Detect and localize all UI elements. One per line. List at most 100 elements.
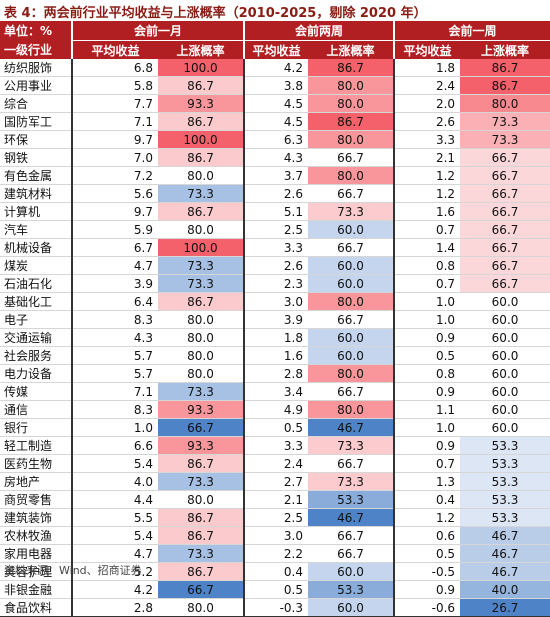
avg-return-cell: 0.6	[393, 526, 461, 545]
industry-name: 建筑装饰	[0, 508, 72, 527]
avg-return-cell: 4.3	[71, 328, 158, 347]
up-probability-cell: 60.0	[308, 256, 395, 275]
avg-return-cell: 0.7	[393, 454, 461, 473]
up-probability-cell: 66.7	[308, 454, 395, 473]
table-caption: 表 4：两会前行业平均收益与上涨概率（2010-2025，剔除 2020 年）	[4, 6, 427, 21]
avg-return-cell: 0.9	[393, 436, 461, 455]
avg-return-cell: 5.9	[71, 220, 158, 239]
industry-name: 美容护理	[0, 562, 72, 581]
avg-return-cell: 4.2	[243, 59, 309, 77]
industry-name: 非银金融	[0, 580, 72, 599]
up-probability-cell: 66.7	[308, 238, 395, 257]
avg-return-cell: 6.8	[71, 59, 158, 77]
avg-return-cell: 0.9	[393, 328, 461, 347]
up-probability-cell: 60.0	[308, 274, 395, 293]
avg-return-cell: 1.4	[393, 238, 461, 257]
avg-return-cell: 5.7	[71, 364, 158, 383]
up-probability-cell: 100.0	[158, 238, 245, 257]
avg-return-cell: 0.7	[393, 220, 461, 239]
up-probability-cell: 60.0	[460, 310, 550, 329]
avg-return-cell: 7.2	[71, 166, 158, 185]
up-probability-cell: 86.7	[460, 76, 550, 95]
avg-return-cell: 6.3	[243, 130, 309, 149]
table-row: 综合 7.7 93.3 4.5 80.0 2.0 80.0	[0, 94, 550, 113]
up-probability-cell: 93.3	[158, 436, 245, 455]
avg-return-cell: 5.5	[71, 508, 158, 527]
up-probability-cell: 60.0	[460, 382, 550, 401]
up-probability-cell: 60.0	[460, 328, 550, 347]
industry-name: 商贸零售	[0, 490, 72, 509]
industry-name: 电力设备	[0, 364, 72, 383]
up-probability-cell: 86.7	[308, 112, 395, 131]
avg-return-cell: 0.5	[243, 418, 309, 437]
avg-return-cell: 2.6	[393, 112, 461, 131]
unit-label: 单位：%	[4, 24, 53, 39]
up-probability-cell: 86.7	[158, 202, 245, 221]
table-row: 国防军工 7.1 86.7 4.5 86.7 2.6 73.3	[0, 112, 550, 131]
up-probability-cell: 66.7	[308, 544, 395, 563]
table-row: 轻工制造 6.6 93.3 3.3 73.3 0.9 53.3	[0, 436, 550, 455]
industry-name: 交通运输	[0, 328, 72, 347]
avg-return-cell: 5.4	[71, 526, 158, 545]
table-row: 公用事业 5.8 86.7 3.8 80.0 2.4 86.7	[0, 76, 550, 95]
up-probability-cell: 80.0	[308, 364, 395, 383]
avg-return-cell: 4.3	[243, 148, 309, 167]
up-probability-cell: 86.7	[158, 112, 245, 131]
avg-return-cell: 3.7	[243, 166, 309, 185]
industry-name: 社会服务	[0, 346, 72, 365]
up-probability-cell: 26.7	[460, 598, 550, 617]
avg-return-cell: 2.5	[243, 508, 309, 527]
column-header-up-probability: 上涨概率	[176, 43, 225, 58]
up-probability-cell: 73.3	[158, 382, 245, 401]
avg-return-cell: 2.4	[243, 454, 309, 473]
up-probability-cell: 66.7	[308, 526, 395, 545]
up-probability-cell: 66.7	[158, 580, 245, 599]
up-probability-cell: 73.3	[460, 112, 550, 131]
up-probability-cell: 60.0	[460, 346, 550, 365]
avg-return-cell: 1.2	[393, 166, 461, 185]
avg-return-cell: 0.8	[393, 364, 461, 383]
table-row: 石油石化 3.9 73.3 2.3 60.0 0.7 66.7	[0, 274, 550, 293]
up-probability-cell: 80.0	[158, 328, 245, 347]
up-probability-cell: 66.7	[460, 220, 550, 239]
up-probability-cell: 53.3	[308, 580, 395, 599]
table-row: 电子 8.3 80.0 3.9 66.7 1.0 60.0	[0, 310, 550, 329]
avg-return-cell: 1.0	[393, 418, 461, 437]
avg-return-cell: 9.7	[71, 202, 158, 221]
up-probability-cell: 53.3	[460, 508, 550, 527]
industry-name: 环保	[0, 130, 72, 149]
avg-return-cell: 2.3	[243, 274, 309, 293]
up-probability-cell: 80.0	[158, 364, 245, 383]
up-probability-cell: 66.7	[460, 184, 550, 203]
up-probability-cell: 46.7	[308, 418, 395, 437]
up-probability-cell: 80.0	[158, 220, 245, 239]
industry-name: 计算机	[0, 202, 72, 221]
up-probability-cell: 80.0	[308, 400, 395, 419]
industry-name: 农林牧渔	[0, 526, 72, 545]
avg-return-cell: 4.7	[71, 544, 158, 563]
avg-return-cell: 2.6	[243, 184, 309, 203]
up-probability-cell: 66.7	[460, 256, 550, 275]
up-probability-cell: 53.3	[460, 490, 550, 509]
up-probability-cell: 60.0	[308, 220, 395, 239]
up-probability-cell: 60.0	[460, 292, 550, 311]
table-row: 银行 1.0 66.7 0.5 46.7 1.0 60.0	[0, 418, 550, 437]
table-row: 计算机 9.7 86.7 5.1 73.3 1.6 66.7	[0, 202, 550, 221]
avg-return-cell: 3.3	[243, 238, 309, 257]
table-row: 有色金属 7.2 80.0 3.7 80.0 1.2 66.7	[0, 166, 550, 185]
avg-return-cell: 0.9	[393, 382, 461, 401]
table-row: 建筑装饰 5.5 86.7 2.5 46.7 1.2 53.3	[0, 508, 550, 527]
up-probability-cell: 73.3	[308, 472, 395, 491]
avg-return-cell: 1.0	[393, 310, 461, 329]
source-note: 资料来源：Wind、招商证券	[4, 564, 142, 577]
avg-return-cell: -0.3	[243, 598, 309, 617]
avg-return-cell: 0.9	[393, 580, 461, 599]
avg-return-cell: 4.9	[243, 400, 309, 419]
table-row: 煤炭 4.7 73.3 2.6 60.0 0.8 66.7	[0, 256, 550, 275]
up-probability-cell: 80.0	[308, 166, 395, 185]
industry-name: 基础化工	[0, 292, 72, 311]
avg-return-cell: 3.9	[243, 310, 309, 329]
up-probability-cell: 86.7	[158, 292, 245, 311]
up-probability-cell: 60.0	[308, 346, 395, 365]
avg-return-cell: 1.0	[71, 418, 158, 437]
